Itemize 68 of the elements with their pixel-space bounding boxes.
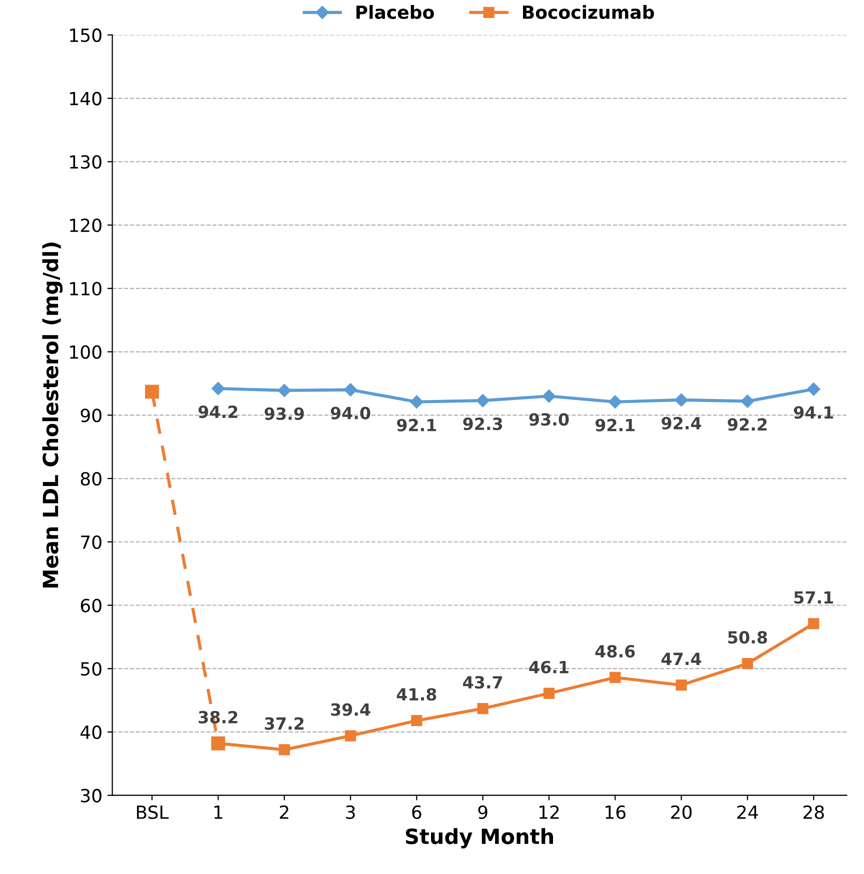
x-tick-label: 3 — [346, 805, 355, 820]
y-tick-label: 130 — [70, 155, 102, 169]
y-tick-label: 40 — [80, 725, 102, 740]
data-label: 50.8 — [728, 631, 768, 644]
x-tick-label: 9 — [478, 805, 488, 820]
point — [477, 702, 488, 714]
point — [742, 658, 754, 670]
y-axis-title: Mean LDL Cholesterol (mg/dl) — [42, 242, 63, 588]
data-label: 92.2 — [728, 418, 767, 431]
x-tick-label: 2 — [280, 805, 288, 819]
data-label: 39.4 — [331, 703, 370, 716]
point — [212, 382, 225, 396]
point — [278, 384, 291, 398]
point — [674, 393, 688, 407]
y-tick-label: 60 — [80, 598, 102, 612]
data-label: 92.3 — [463, 418, 502, 430]
data-label: 93.9 — [264, 407, 304, 420]
point — [610, 672, 621, 684]
x-axis-title: Study Month — [406, 828, 553, 848]
legend-label: Bococizumab — [523, 5, 654, 20]
point — [476, 394, 490, 408]
data-label: 48.6 — [595, 644, 635, 658]
data-label: 43.7 — [463, 676, 502, 689]
point — [608, 395, 622, 408]
y-tick-label: 140 — [70, 92, 102, 106]
point — [411, 715, 422, 726]
x-tick-label: 1 — [214, 806, 222, 819]
y-tick-label: 110 — [70, 282, 102, 296]
point — [278, 744, 290, 756]
y-tick-label: 80 — [80, 472, 102, 486]
legend-label: Placebo — [356, 5, 434, 20]
y-tick-label: 70 — [81, 535, 102, 549]
data-label: 93.0 — [529, 413, 569, 426]
y-tick-label: 150 — [70, 28, 102, 42]
data-label: 94.2 — [198, 406, 238, 418]
point — [542, 390, 556, 403]
point — [807, 382, 820, 396]
y-tick-label: 30 — [81, 788, 102, 802]
x-tick-label: 24 — [737, 805, 758, 819]
point — [808, 618, 820, 630]
y-tick-label: 100 — [70, 345, 102, 359]
point — [344, 730, 356, 742]
data-label: 37.2 — [264, 717, 304, 730]
point — [676, 680, 687, 691]
data-label: 94.0 — [330, 406, 370, 420]
data-label: 41.8 — [396, 688, 436, 701]
y-tick-label: 90 — [80, 408, 102, 422]
data-label: 46.1 — [529, 660, 568, 674]
point — [410, 395, 424, 408]
data-label: 92.4 — [662, 416, 702, 430]
x-tick-label: 12 — [539, 805, 559, 819]
point — [145, 384, 159, 399]
data-label: 47.4 — [662, 652, 702, 665]
x-tick-label: BSL — [136, 805, 169, 820]
y-tick-label: 50 — [81, 662, 102, 676]
point — [740, 394, 754, 408]
x-tick-label: 16 — [606, 805, 626, 820]
point — [543, 688, 555, 699]
data-label: 94.1 — [794, 406, 834, 419]
x-tick-label: 28 — [803, 805, 824, 820]
x-tick-label: 20 — [671, 805, 692, 820]
data-label: 57.1 — [794, 591, 834, 604]
data-label: 92.1 — [396, 418, 436, 432]
x-tick-label: 6 — [412, 805, 422, 820]
data-label: 38.2 — [198, 710, 238, 724]
data-label: 92.1 — [595, 418, 635, 432]
point — [344, 383, 358, 396]
y-tick-label: 120 — [70, 218, 102, 232]
